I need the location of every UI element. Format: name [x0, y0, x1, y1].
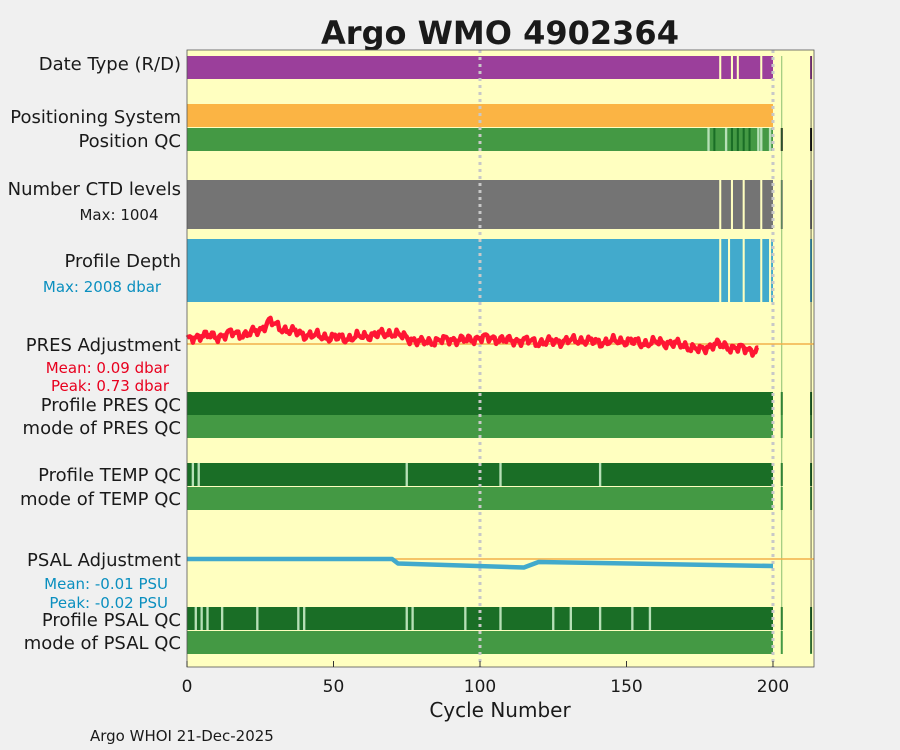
gap-ctd_levels-190: [742, 180, 745, 229]
flag-light-psal_qc-141: [598, 607, 602, 630]
flag-light-temp_qc-107: [499, 463, 502, 486]
flag-light-position_qc-199: [768, 128, 772, 151]
flag-dark-position_qc-186: [730, 128, 733, 151]
flag-light-psal_qc-40: [303, 607, 306, 630]
footer-credit: Argo WHOI 21-Dec-2025: [90, 727, 274, 745]
flag-light-psal_qc-3: [194, 607, 197, 630]
flag-light-position_qc-184: [724, 128, 728, 151]
flag-light-psal_qc-158: [648, 607, 652, 630]
psal-adjustment-peak: Peak: -0.02 PSU: [49, 594, 168, 612]
gap-profile_depth-196: [760, 239, 763, 302]
row-label-position-qc: Position QC: [78, 131, 181, 152]
flag-light-psal_qc-12: [220, 607, 224, 630]
plot-frame: [186, 49, 815, 668]
row-label-ctd-levels: Number CTD levels: [8, 179, 181, 200]
row-label-date-type: Date Type (R/D): [39, 54, 181, 75]
pres-adjustment-mean: Mean: 0.09 dbar: [46, 359, 170, 377]
bar-pres_qc: [187, 392, 773, 415]
x-tick-label-100: 100: [464, 677, 496, 697]
pres-adjustment-line: [185, 315, 760, 358]
flag-light-temp_qc-75: [405, 463, 408, 486]
gap-date_type-182: [719, 56, 722, 79]
row-label-temp-qc: Profile TEMP QC: [38, 465, 181, 486]
row-label-profile-depth: Profile Depth: [64, 251, 181, 272]
flag-light-psal_qc-131: [569, 607, 572, 630]
flag-dark-position_qc-190: [742, 128, 745, 151]
row-label-psal-qc-mode: mode of PSAL QC: [24, 633, 181, 654]
flag-light-psal_qc-77: [411, 607, 414, 630]
row-label-psal-adjustment: PSAL Adjustment: [27, 550, 181, 571]
flag-light-psal_qc-152: [631, 607, 634, 630]
flag-dark-position_qc-188: [736, 128, 739, 151]
x-axis-label: Cycle Number: [429, 698, 571, 722]
flag-light-temp_qc-141: [598, 463, 602, 486]
flag-dark-position_qc-180: [713, 128, 716, 151]
x-tick-label-200: 200: [757, 677, 789, 697]
flag-light-position_qc-178: [707, 128, 710, 151]
flag-light-psal_qc-24: [256, 607, 259, 630]
bar-temp_qc: [187, 463, 773, 486]
pres-adjustment-peak: Peak: 0.73 dbar: [51, 377, 170, 395]
flag-light-temp_qc-4: [197, 463, 200, 486]
flag-light-psal_qc-38: [297, 607, 300, 630]
flag-light-psal_qc-95: [464, 607, 467, 630]
flag-light-position_qc-195: [757, 128, 760, 151]
flag-light-temp_qc-2: [191, 463, 195, 486]
bar-profile_depth: [187, 239, 773, 302]
gap-ctd_levels-196: [760, 180, 763, 229]
gap-date_type-186: [730, 56, 733, 79]
row-label-positioning: Positioning System: [10, 107, 181, 128]
gap-date_type-196: [760, 56, 763, 79]
psal-adjustment-mean: Mean: -0.01 PSU: [44, 575, 168, 593]
row-label-pres-qc-mode: mode of PRES QC: [23, 418, 181, 439]
row-label-pres-adjustment: PRES Adjustment: [26, 335, 181, 356]
flag-light-psal_qc-75: [405, 607, 408, 630]
x-tick-label-150: 150: [610, 677, 642, 697]
psal-adjustment-line: [187, 556, 774, 570]
bar-position_qc: [187, 128, 773, 151]
flag-light-psal_qc-125: [552, 607, 555, 630]
gap-ctd_levels-186: [730, 180, 733, 229]
x-tick-label-0: 0: [182, 677, 193, 697]
flag-dark-position_qc-192: [748, 128, 751, 151]
flag-light-psal_qc-7: [206, 607, 209, 630]
row-label-pres-qc: Profile PRES QC: [41, 395, 181, 416]
bar-date_type: [187, 56, 773, 79]
gap-profile_depth-190: [742, 239, 745, 302]
flag-light-psal_qc-107: [499, 607, 502, 630]
gap-date_type-188: [736, 56, 739, 79]
bar-psal_qc_mode: [187, 631, 773, 654]
gap-profile_depth-199: [769, 239, 772, 302]
x-tick-label-50: 50: [323, 677, 345, 697]
flag-light-position_qc-196: [760, 128, 763, 151]
gap-ctd_levels-182: [719, 180, 722, 229]
ctd-levels-max: Max: 1004: [79, 206, 158, 224]
gap-profile_depth-185: [728, 239, 731, 302]
bar-pres_qc_mode: [187, 415, 773, 438]
row-label-psal-qc: Profile PSAL QC: [42, 610, 181, 631]
row-label-temp-qc-mode: mode of TEMP QC: [20, 489, 181, 510]
flag-light-psal_qc-5: [200, 607, 203, 630]
profile-depth-max: Max: 2008 dbar: [43, 278, 162, 296]
gap-profile_depth-182: [719, 239, 722, 302]
chart-title: Argo WMO 4902364: [321, 14, 679, 52]
